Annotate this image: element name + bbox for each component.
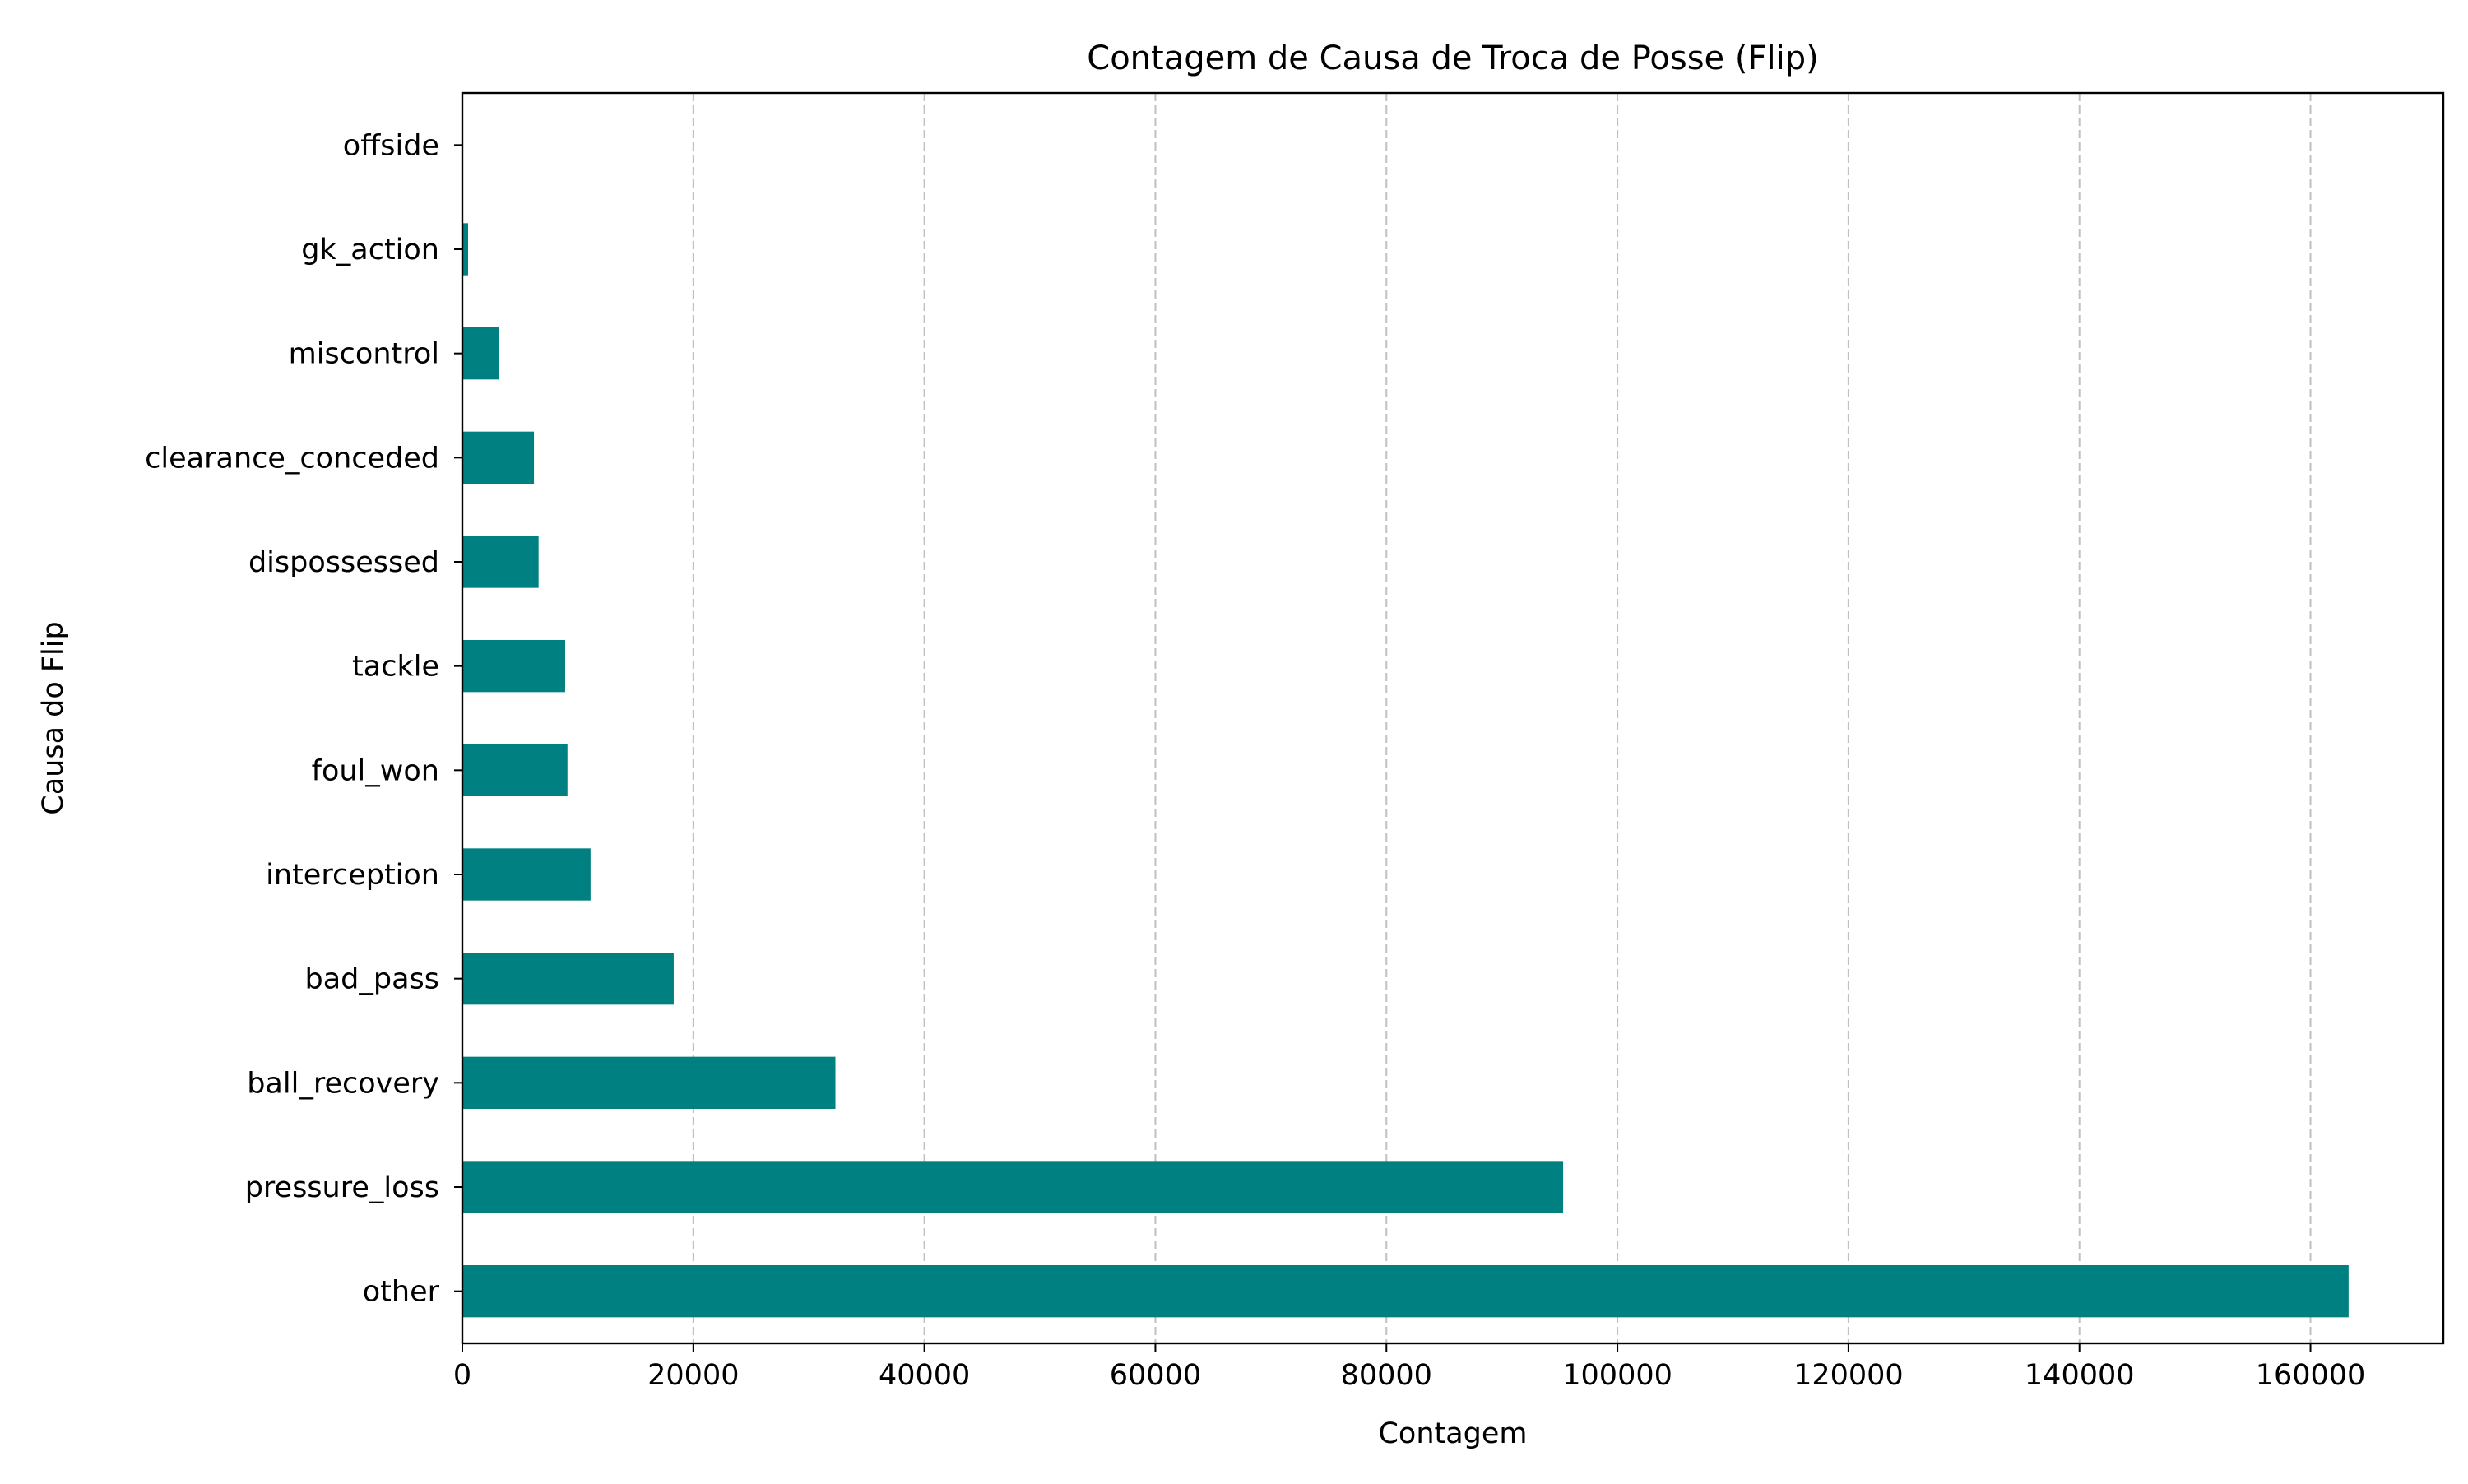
bar-miscontrol [462,327,499,379]
bar-tackle [462,640,565,692]
y-tick-label: clearance_conceded [145,442,439,475]
x-tick-label: 60000 [1110,1359,1201,1392]
y-axis: other pressure_loss ball_recovery bad_pass i… [145,129,462,1308]
x-tick-label: 140000 [2025,1359,2135,1392]
bar-clearance-conceded [462,432,534,484]
x-tick-label: 0 [453,1359,471,1392]
y-tick-label: offside [343,129,439,162]
x-tick-label: 40000 [879,1359,970,1392]
bar-pressure-loss [462,1161,1563,1213]
x-tick-label: 160000 [2256,1359,2366,1392]
x-tick-label: 120000 [1793,1359,1904,1392]
y-tick-label: miscontrol [289,338,439,371]
bar-dispossessed [462,536,539,587]
x-tick-label: 80000 [1341,1359,1432,1392]
y-tick-label: bad_pass [304,963,439,996]
y-tick-label: foul_won [312,754,439,787]
grid-layer [694,93,2311,1343]
y-tick-label: other [363,1276,440,1309]
y-axis-label: Causa do Flip [37,621,70,814]
x-tick-label: 20000 [647,1359,739,1392]
x-axis-label: Contagem [1378,1417,1527,1450]
y-tick-label: dispossessed [248,546,439,579]
y-tick-label: pressure_loss [245,1171,439,1204]
y-tick-label: tackle [352,651,439,684]
bar-bad-pass [462,953,674,1004]
bar-foul-won [462,744,568,796]
bar-ball-recovery [462,1057,836,1109]
bars-layer [462,119,2349,1318]
x-tick-label: 100000 [1562,1359,1672,1392]
y-tick-label: gk_action [301,234,439,267]
bar-other [462,1265,2349,1317]
y-tick-label: interception [266,859,439,892]
chart-title: Contagem de Causa de Troca de Posse (Fli… [1087,39,1818,77]
y-tick-label: ball_recovery [247,1067,439,1100]
bar-interception [462,848,591,900]
x-axis: 0 20000 40000 60000 80000 100000 120000 140000 1… [453,1343,2365,1392]
plot-frame [462,93,2443,1343]
